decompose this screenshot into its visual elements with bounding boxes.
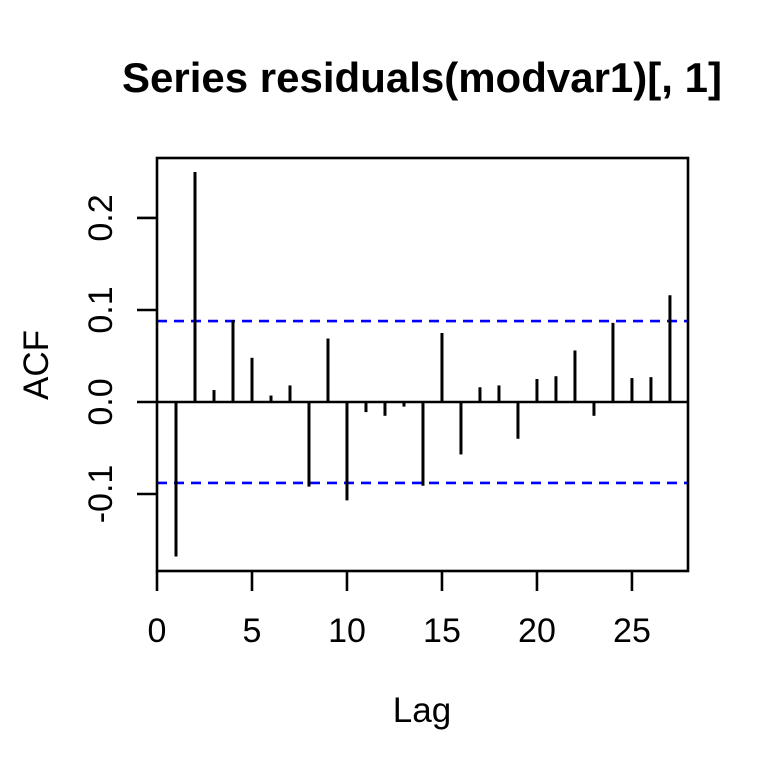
- y-tick-label--0.1: -0.1: [82, 465, 120, 524]
- y-tick-label-0: 0.0: [82, 378, 120, 425]
- y-axis-label: ACF: [17, 330, 56, 400]
- x-tick-label-0: 0: [148, 612, 167, 650]
- x-tick-label-25: 25: [613, 612, 651, 650]
- x-tick-label-5: 5: [243, 612, 262, 650]
- y-tick-label-0.1: 0.1: [82, 286, 120, 333]
- chart-plot-area: 0 5 10 15 20 25 -0.1 0.0 0.1 0.2: [82, 156, 690, 650]
- plot-box: [155, 156, 690, 573]
- x-axis-label: Lag: [393, 691, 451, 730]
- y-tick-label-0.2: 0.2: [82, 194, 120, 241]
- x-tick-label-10: 10: [328, 612, 366, 650]
- x-tick-label-15: 15: [423, 612, 461, 650]
- chart-title: Series residuals(modvar1)[, 1]: [122, 54, 722, 101]
- x-tick-label-20: 20: [518, 612, 556, 650]
